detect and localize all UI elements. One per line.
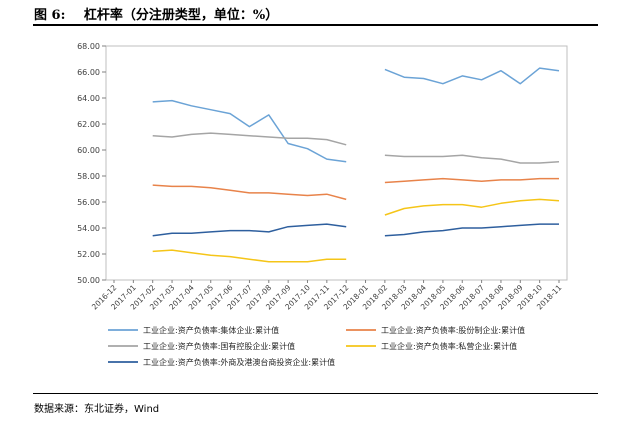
y-tick-label: 52.00 bbox=[77, 250, 100, 259]
plot-area bbox=[105, 45, 568, 281]
series-line-4 bbox=[152, 198, 560, 263]
y-tick-label: 62.00 bbox=[77, 120, 100, 129]
y-tick-label: 58.00 bbox=[77, 172, 100, 181]
series-line-1 bbox=[152, 67, 560, 163]
y-tick-label: 56.00 bbox=[77, 198, 100, 207]
y-tick-label: 54.00 bbox=[77, 224, 100, 233]
data-source: 数据来源：东北证券，Wind bbox=[34, 404, 160, 415]
figure-title: 杠杆率（分注册类型，单位：%） bbox=[83, 8, 279, 23]
series-line-5 bbox=[152, 223, 559, 237]
y-tick-label: 64.00 bbox=[77, 94, 100, 103]
y-tick-label: 50.00 bbox=[77, 276, 100, 285]
y-tick-label: 60.00 bbox=[77, 146, 100, 155]
footer-rule bbox=[33, 393, 598, 394]
y-tick-label: 66.00 bbox=[77, 68, 100, 77]
legend-label-3: 工业企业:资产负债率:国有控股企业:累计值 bbox=[143, 341, 295, 351]
legend-label-4: 工业企业:资产负债率:私营企业:累计值 bbox=[381, 341, 517, 351]
y-tick-label: 68.00 bbox=[77, 42, 100, 51]
legend-label-2: 工业企业:资产负债率:股份制企业:累计值 bbox=[381, 325, 525, 335]
legend-label-1: 工业企业:资产负债率:集体企业:累计值 bbox=[143, 325, 279, 335]
figure-label: 图 6: bbox=[34, 8, 66, 23]
legend-label-5: 工业企业:资产负债率:外商及港澳台商投资企业:累计值 bbox=[143, 357, 335, 367]
line-chart: 50.00 52.00 54.00 56.00 58.00 60.00 62.00 64.00… bbox=[77, 42, 568, 367]
header-rule bbox=[33, 24, 598, 26]
series-line-3 bbox=[152, 132, 560, 164]
series-line-2 bbox=[152, 177, 559, 201]
figure-header: 图 6: 杠杆率（分注册类型，单位：%） bbox=[34, 4, 278, 23]
